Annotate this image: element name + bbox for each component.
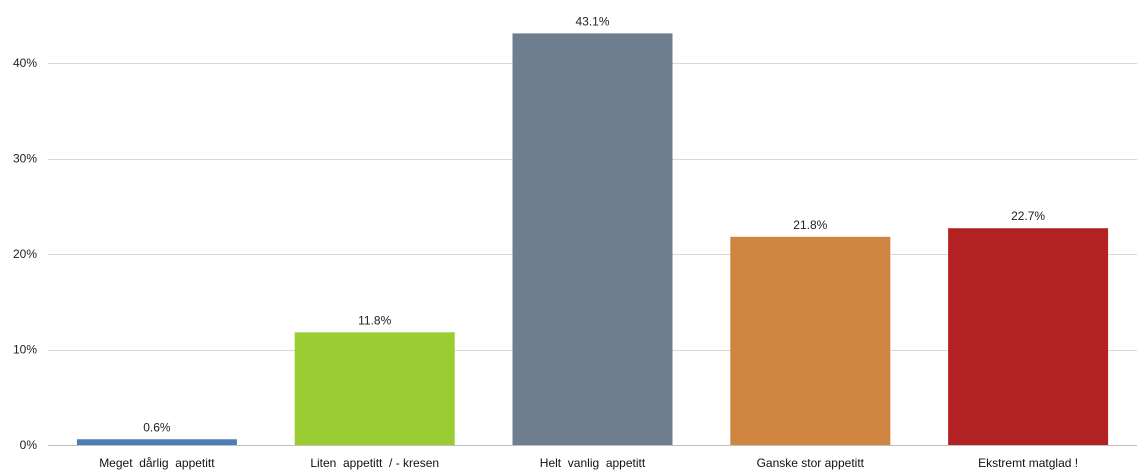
x-axis-category-labels: Meget dårlig appetitt Liten appetitt / - … — [99, 456, 1078, 470]
data-label-1: 0.6% — [143, 420, 171, 434]
category-label-4: Ganske stor appetitt — [757, 456, 865, 470]
bar-3 — [512, 33, 673, 446]
y-tick-label-40: 40% — [13, 56, 37, 70]
data-label-4: 21.8% — [793, 218, 827, 232]
y-tick-label-30: 30% — [13, 152, 37, 166]
y-tick-label-20: 20% — [13, 247, 37, 261]
category-label-3: Helt vanlig appetitt — [540, 456, 646, 470]
data-label-2: 11.8% — [358, 313, 391, 327]
y-tick-label-0: 0% — [20, 438, 38, 452]
bar-1 — [76, 439, 237, 445]
category-label-2: Liten appetitt / - kresen — [310, 456, 439, 470]
y-axis-tick-labels: 0% 10% 20% 30% 40% — [13, 56, 37, 452]
category-label-5: Ekstremt matglad ! — [978, 456, 1078, 470]
data-label-5: 22.7% — [1011, 209, 1045, 223]
bar-5 — [948, 228, 1109, 445]
data-labels: 0.6% 11.8% 43.1% 21.8% 22.7% — [143, 14, 1045, 434]
bar-4 — [730, 236, 891, 445]
y-tick-label-10: 10% — [13, 343, 37, 357]
bar-2 — [294, 332, 455, 445]
data-label-3: 43.1% — [575, 14, 609, 28]
bars — [76, 33, 1109, 446]
category-label-1: Meget dårlig appetitt — [99, 456, 215, 470]
